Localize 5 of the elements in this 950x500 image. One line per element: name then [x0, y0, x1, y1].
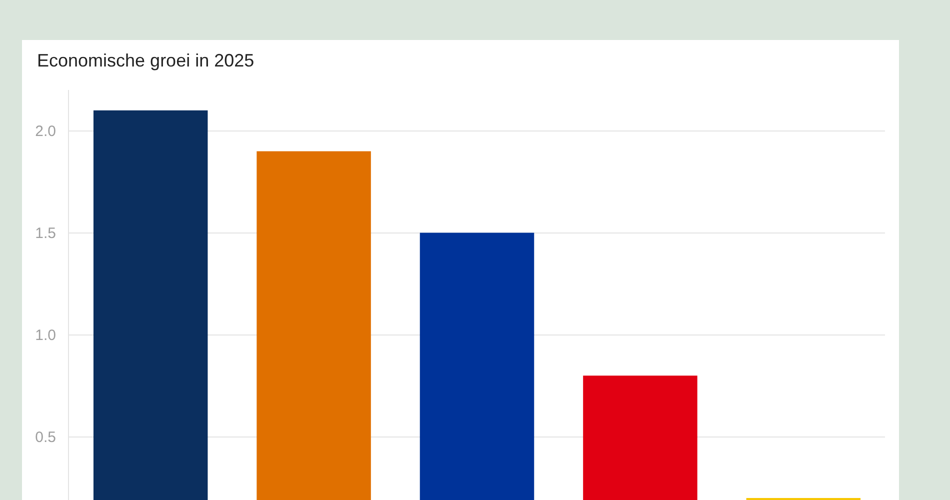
y-tick-label: 2.0: [35, 123, 56, 140]
chart-title: Economische groei in 2025: [37, 50, 254, 70]
y-tick-label: 0.5: [35, 429, 56, 446]
y-tick-label: 1.5: [35, 225, 56, 242]
y-tick-label: 1.0: [35, 327, 56, 344]
